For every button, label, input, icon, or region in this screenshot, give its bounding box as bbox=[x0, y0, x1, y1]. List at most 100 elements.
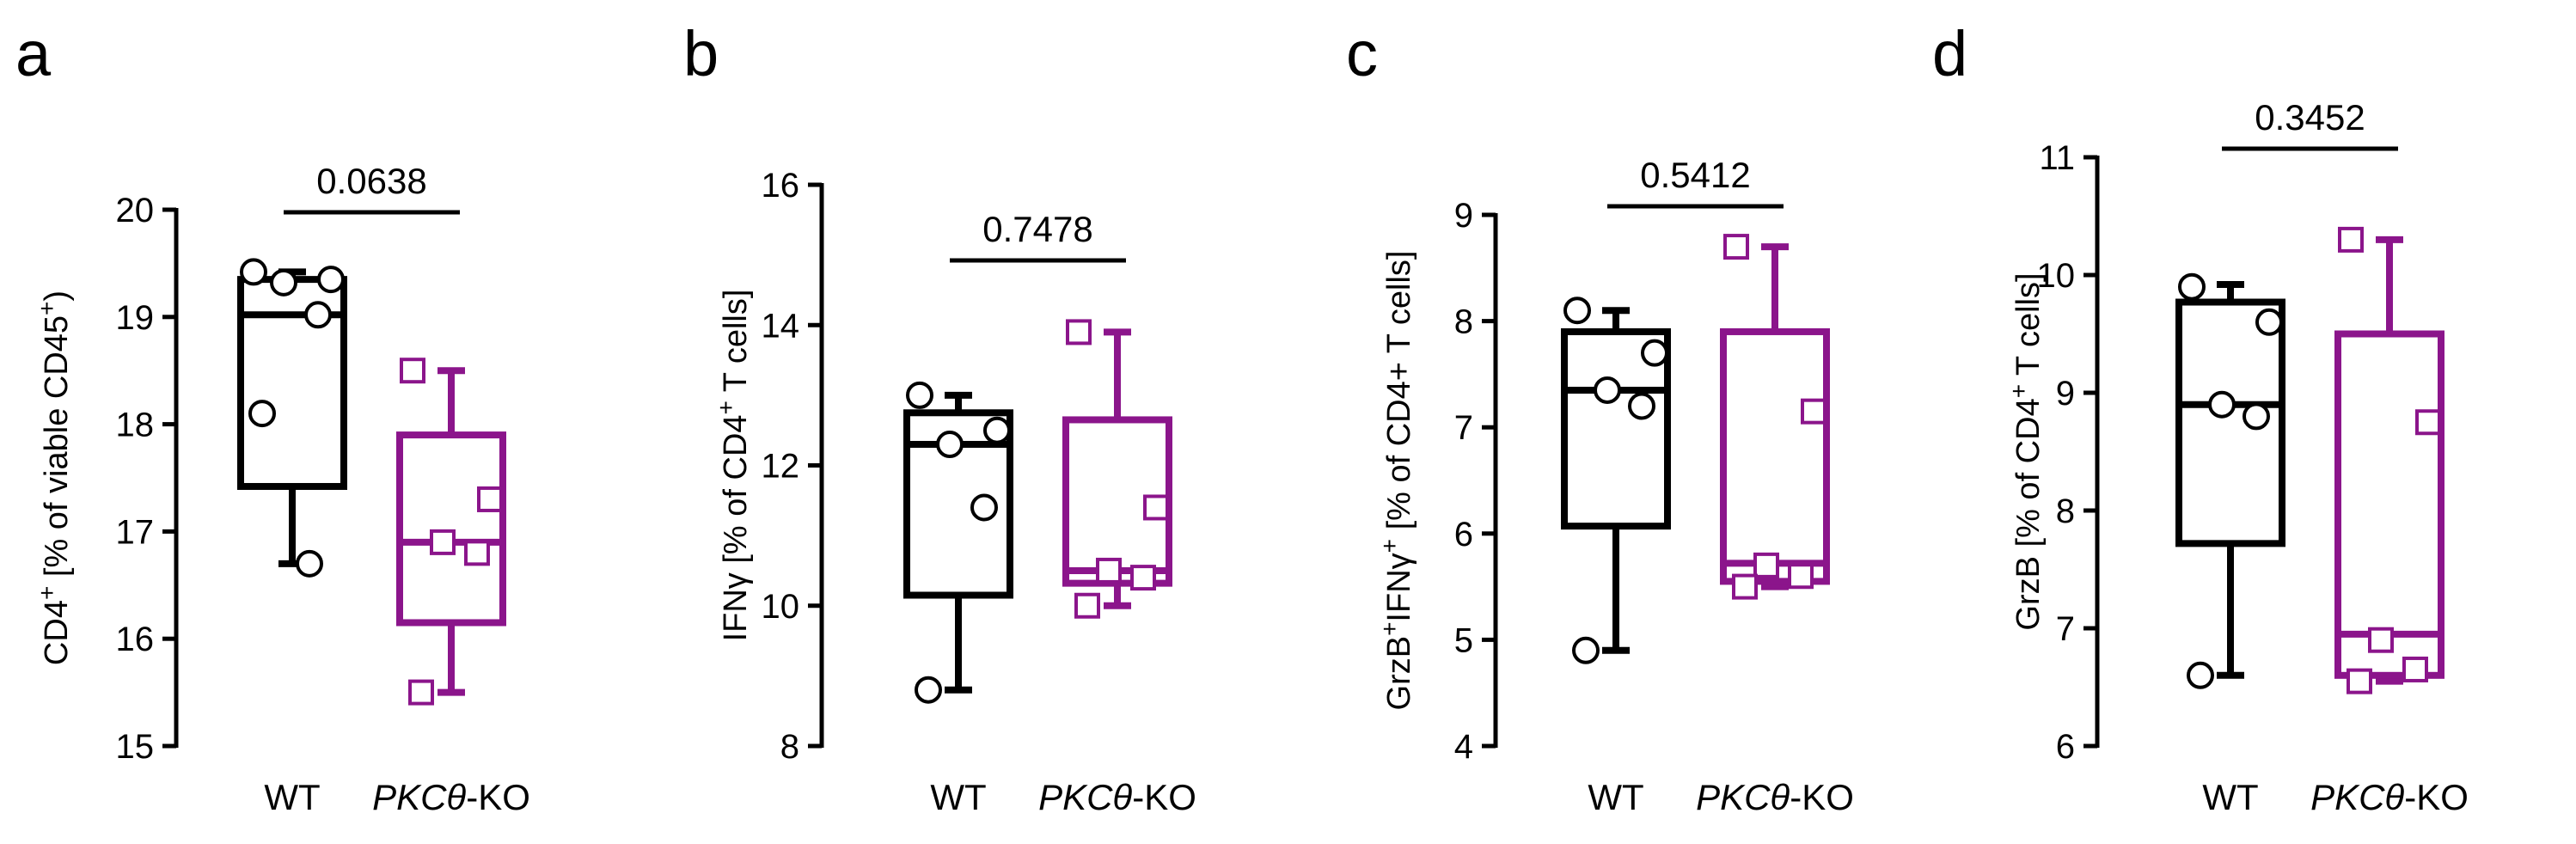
data-point-square bbox=[2402, 656, 2428, 682]
box-iqr bbox=[2175, 298, 2285, 547]
y-tick-label: 19 bbox=[116, 299, 155, 337]
y-tick-label: 9 bbox=[2056, 375, 2075, 413]
category-label: WT bbox=[2202, 777, 2258, 817]
data-point-circle bbox=[2178, 272, 2206, 301]
panel-d: d 6 7 8 9 10 11 GrzB [% of CD4+ T cells] WT PKCθ-… bbox=[1932, 18, 2469, 817]
category-label: PKCθ-KO bbox=[372, 777, 530, 817]
data-point-circle bbox=[1563, 297, 1591, 325]
y-label-text: IFNγ bbox=[1381, 553, 1417, 621]
data-point-circle bbox=[296, 549, 323, 578]
data-point-square bbox=[2347, 668, 2372, 694]
data-point-square bbox=[1732, 573, 1758, 600]
box-iqr bbox=[2334, 330, 2444, 679]
data-point-circle bbox=[1628, 392, 1655, 420]
category-name-italic: PKCθ bbox=[2310, 777, 2404, 817]
y-axis-label: GrzB+IFNγ+ [% of CD4+ T cells] bbox=[1376, 251, 1417, 711]
data-point-circle bbox=[317, 266, 345, 294]
p-value-label: 0.7478 bbox=[982, 209, 1092, 249]
y-tick-label: 17 bbox=[116, 513, 155, 551]
data-point-square bbox=[1066, 319, 1092, 346]
y-label-superscript: + bbox=[713, 401, 739, 414]
y-tick-label: 16 bbox=[116, 621, 155, 658]
ko-box bbox=[396, 358, 506, 706]
category-name-italic: PKCθ bbox=[1038, 777, 1132, 817]
y-tick-label: 6 bbox=[1454, 516, 1473, 553]
data-point-square bbox=[1801, 398, 1826, 425]
data-point-circle bbox=[240, 258, 267, 286]
y-tick-label: 7 bbox=[2056, 610, 2075, 648]
y-tick-label: 8 bbox=[780, 728, 799, 766]
category-label: PKCθ-KO bbox=[1038, 777, 1196, 817]
y-tick-label: 7 bbox=[1454, 409, 1473, 447]
wt-box bbox=[903, 381, 1013, 704]
data-point-circle bbox=[1572, 636, 1600, 664]
category-suffix: -KO bbox=[1132, 777, 1196, 817]
data-point-square bbox=[430, 529, 456, 555]
y-label-text: GrzB bbox=[1381, 636, 1417, 711]
data-point-square bbox=[2368, 627, 2394, 653]
y-tick-label: 4 bbox=[1454, 728, 1473, 766]
y-tick-label: 12 bbox=[762, 448, 800, 486]
panel-letter: a bbox=[15, 18, 52, 89]
y-label-superscript: + bbox=[34, 586, 60, 600]
data-point-square bbox=[1130, 565, 1156, 591]
category-label: WT bbox=[930, 777, 986, 817]
y-label-superscript: + bbox=[34, 302, 60, 315]
data-point-circle bbox=[1641, 339, 1668, 367]
data-point-square bbox=[1096, 557, 1122, 584]
category-suffix: -KO bbox=[2404, 777, 2469, 817]
box-iqr bbox=[1561, 327, 1671, 530]
y-tick-label: 10 bbox=[2037, 257, 2076, 295]
data-point-circle bbox=[304, 301, 332, 329]
y-label-superscript: + bbox=[1376, 539, 1403, 553]
ko-box bbox=[1720, 234, 1830, 600]
panel-letter: c bbox=[1346, 18, 1378, 89]
y-axis-label: IFNγ [% of CD4+ T cells] bbox=[713, 290, 754, 642]
data-point-square bbox=[1074, 592, 1100, 619]
y-label-text: CD4 bbox=[39, 600, 75, 665]
y-tick-label: 18 bbox=[116, 407, 155, 444]
p-value-label: 0.5412 bbox=[1640, 155, 1750, 195]
box-iqr bbox=[1720, 327, 1830, 585]
data-point-circle bbox=[983, 416, 1011, 444]
wt-box bbox=[237, 258, 347, 578]
data-point-circle bbox=[970, 493, 998, 522]
y-tick-label: 8 bbox=[1454, 303, 1473, 341]
category-name: WT bbox=[2202, 777, 2258, 817]
data-point-circle bbox=[270, 268, 297, 297]
data-point-circle bbox=[248, 400, 276, 428]
y-label-text: [% of CD4 bbox=[718, 414, 754, 572]
data-point-square bbox=[408, 679, 434, 706]
box-iqr bbox=[903, 409, 1013, 599]
data-point-square bbox=[1788, 563, 1814, 590]
category-label: WT bbox=[1588, 777, 1643, 817]
category-label: PKCθ-KO bbox=[2310, 777, 2469, 817]
y-label-superscript: + bbox=[2005, 384, 2032, 398]
y-label-text: GrzB bbox=[2010, 556, 2047, 631]
wt-box bbox=[1561, 297, 1671, 664]
data-point-circle bbox=[2208, 390, 2236, 419]
ko-box bbox=[2334, 226, 2444, 694]
category-label: PKCθ-KO bbox=[1696, 777, 1854, 817]
y-tick-label: 5 bbox=[1454, 621, 1473, 659]
y-label-text: [% of CD4 bbox=[2010, 398, 2047, 556]
p-value-label: 0.3452 bbox=[2255, 97, 2365, 138]
y-label-text: [% of CD4+ T cells] bbox=[1381, 251, 1417, 539]
y-tick-label: 20 bbox=[116, 192, 155, 229]
data-point-square bbox=[2415, 409, 2441, 436]
wt-box bbox=[2175, 272, 2285, 689]
y-label-text: IFNγ bbox=[718, 572, 754, 641]
data-point-square bbox=[400, 358, 425, 384]
y-label-text: T cells] bbox=[2010, 272, 2047, 384]
ko-box bbox=[1062, 319, 1172, 619]
data-point-square bbox=[464, 540, 490, 566]
category-name: WT bbox=[930, 777, 986, 817]
panel-letter: d bbox=[1932, 18, 1967, 89]
y-axis-label: CD4+ [% of viable CD45+) bbox=[34, 291, 75, 665]
data-point-circle bbox=[915, 676, 942, 704]
category-suffix: -KO bbox=[1790, 777, 1854, 817]
y-tick-label: 10 bbox=[762, 588, 800, 626]
data-point-circle bbox=[906, 381, 933, 409]
